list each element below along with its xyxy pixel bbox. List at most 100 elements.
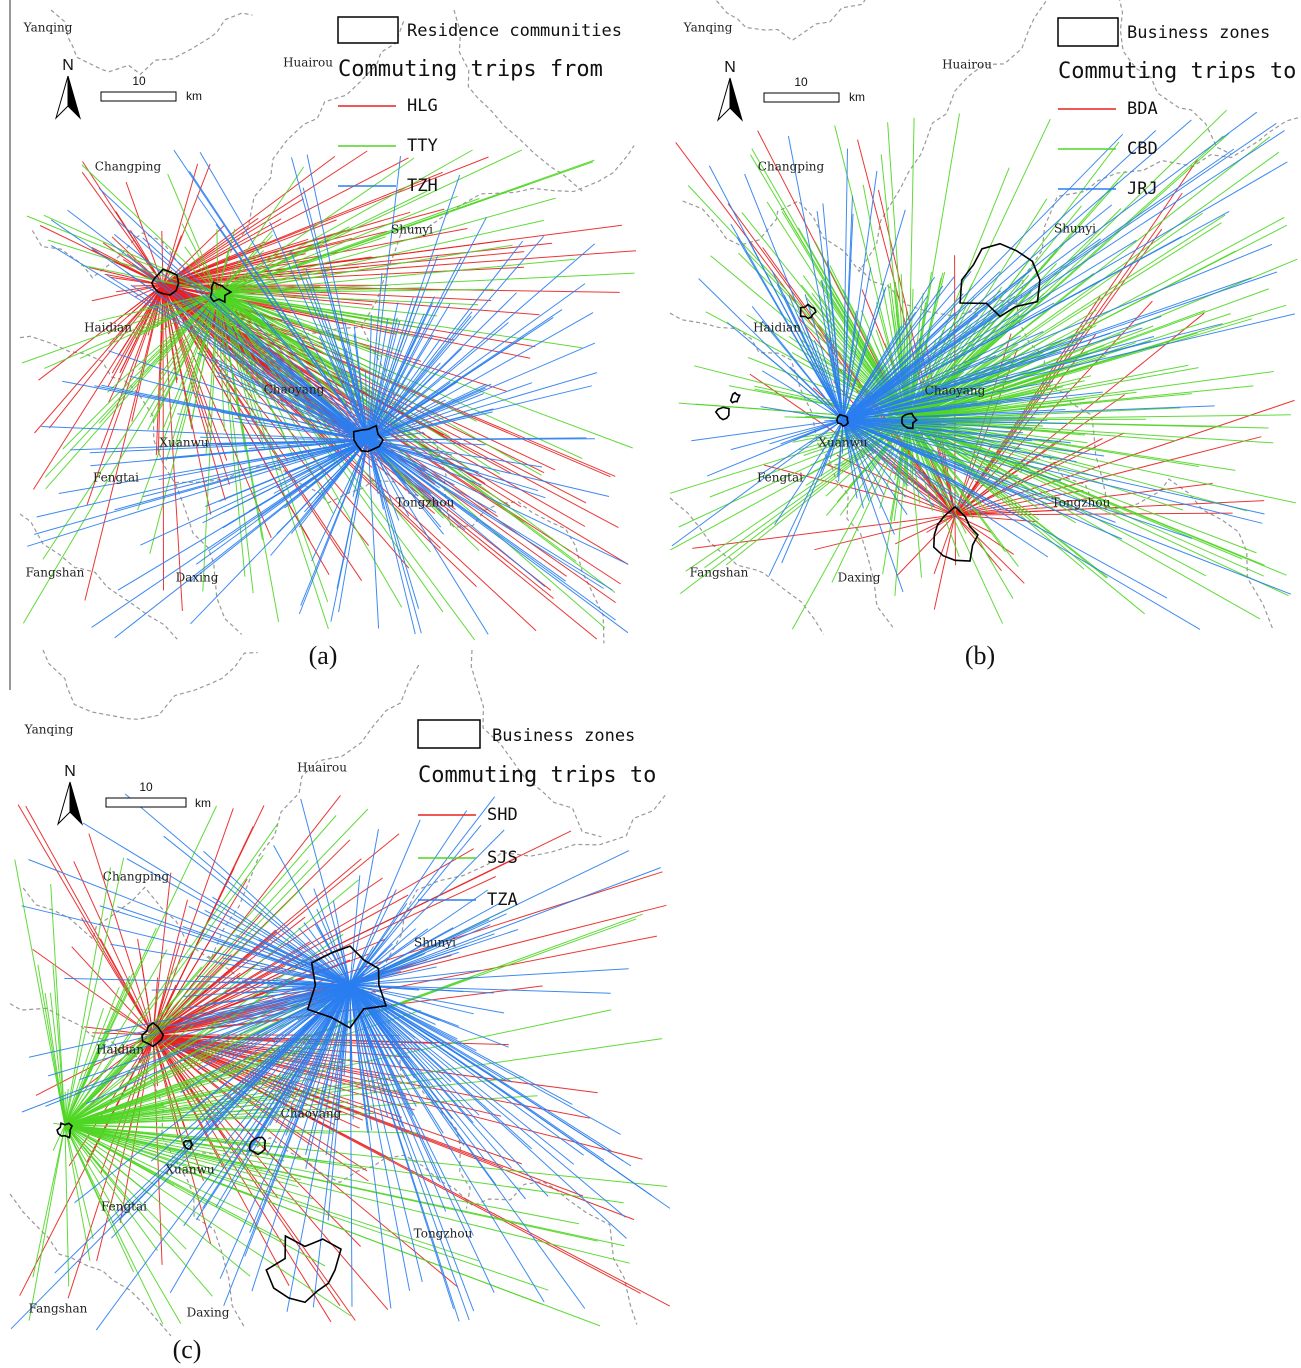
- commute-line: [349, 969, 482, 986]
- commute-line: [85, 984, 351, 1105]
- commute-line: [301, 959, 351, 986]
- commute-line: [44, 992, 66, 1126]
- commute-line: [196, 195, 369, 441]
- district-label: Chaoyang: [264, 383, 325, 397]
- commute-line: [907, 212, 1203, 421]
- commute-line: [152, 1034, 369, 1182]
- commute-line: [842, 122, 1277, 421]
- commute-line: [842, 417, 1036, 421]
- district-label: Haidian: [84, 321, 132, 335]
- commute-line: [907, 151, 1280, 421]
- commute-line: [367, 318, 389, 441]
- commute-line: [273, 930, 351, 986]
- commute-line: [367, 439, 613, 591]
- legend-box-label: Residence communities: [407, 21, 622, 41]
- commute-line: [842, 358, 937, 421]
- commute-line: [102, 242, 164, 286]
- commute-line: [349, 984, 436, 1025]
- commute-line: [367, 334, 434, 441]
- commute-line: [839, 419, 909, 516]
- commute-line: [48, 284, 164, 429]
- commute-line: [367, 217, 487, 441]
- district-label: Haidian: [753, 321, 801, 335]
- district-label: Haidian: [96, 1043, 144, 1057]
- district-label: Chaoyang: [281, 1107, 342, 1121]
- zone-outline: [306, 945, 388, 1029]
- commute-line: [34, 439, 369, 535]
- commute-line: [367, 439, 489, 635]
- commute-line: [367, 312, 594, 441]
- commute-line: [349, 829, 505, 986]
- commute-line: [19, 1034, 154, 1296]
- district-boundary: [715, 0, 866, 42]
- commute-line: [45, 984, 351, 1107]
- commute-line: [349, 984, 627, 1239]
- commute-line: [50, 219, 369, 441]
- commute-line: [768, 419, 844, 576]
- commute-line: [367, 439, 482, 486]
- commute-line: [289, 249, 369, 441]
- commute-line: [907, 222, 1222, 421]
- commute-line: [64, 1015, 173, 1126]
- commute-line: [367, 439, 444, 535]
- commute-line: [349, 850, 630, 986]
- commute-line: [273, 978, 351, 986]
- commute-line: [907, 419, 1274, 444]
- commute-line: [189, 439, 369, 583]
- commute-line: [216, 375, 369, 441]
- commute-line: [67, 209, 369, 441]
- commute-line: [842, 148, 848, 421]
- commute-line: [349, 984, 505, 1014]
- commute-line: [64, 1073, 298, 1126]
- commute-line: [162, 224, 622, 286]
- commute-line: [332, 900, 351, 986]
- scale-bar: [105, 797, 187, 808]
- commute-line: [163, 835, 351, 986]
- commute-line: [273, 845, 351, 986]
- commute-line: [64, 994, 317, 1126]
- commute-line: [349, 829, 379, 986]
- commute-line: [842, 419, 1048, 505]
- commute-line: [744, 173, 844, 421]
- commute-line: [367, 385, 592, 441]
- commute-line: [907, 135, 1224, 421]
- commute-line: [353, 326, 369, 441]
- commute-line: [349, 933, 495, 986]
- commute-line: [838, 419, 844, 482]
- commute-line: [367, 174, 461, 441]
- commute-line: [256, 984, 351, 1035]
- commute-line: [349, 984, 460, 1322]
- commute-line: [180, 984, 351, 1094]
- commute-line: [307, 419, 369, 441]
- commute-line: [205, 439, 369, 507]
- commute-line: [219, 984, 351, 1279]
- commute-line: [62, 292, 219, 450]
- commute-line: [116, 284, 164, 293]
- commute-line: [64, 1087, 132, 1126]
- commute-line: [907, 419, 1248, 512]
- commute-line: [113, 234, 369, 441]
- commute-line: [119, 1034, 154, 1223]
- commute-line: [202, 439, 369, 524]
- commute-line: [842, 396, 933, 421]
- commute-line: [305, 268, 369, 441]
- commute-line: [34, 284, 164, 434]
- commute-line: [349, 984, 389, 1118]
- commute-line: [816, 211, 844, 421]
- commute-line: [64, 1124, 106, 1213]
- district-boundary: [669, 312, 894, 628]
- commute-line: [704, 419, 909, 569]
- commute-line: [349, 984, 474, 1015]
- commute-line: [349, 928, 417, 986]
- commute-line: [64, 1124, 248, 1214]
- commute-line: [367, 439, 543, 468]
- commute-line: [152, 1034, 635, 1221]
- commute-line: [82, 822, 351, 986]
- commute-line: [59, 1099, 66, 1126]
- north-label: N: [62, 57, 74, 74]
- commute-line: [21, 292, 219, 364]
- scale-bar: [100, 91, 177, 102]
- commute-line: [367, 322, 509, 441]
- commute-line: [145, 276, 219, 294]
- legend-item: TZA: [487, 890, 518, 910]
